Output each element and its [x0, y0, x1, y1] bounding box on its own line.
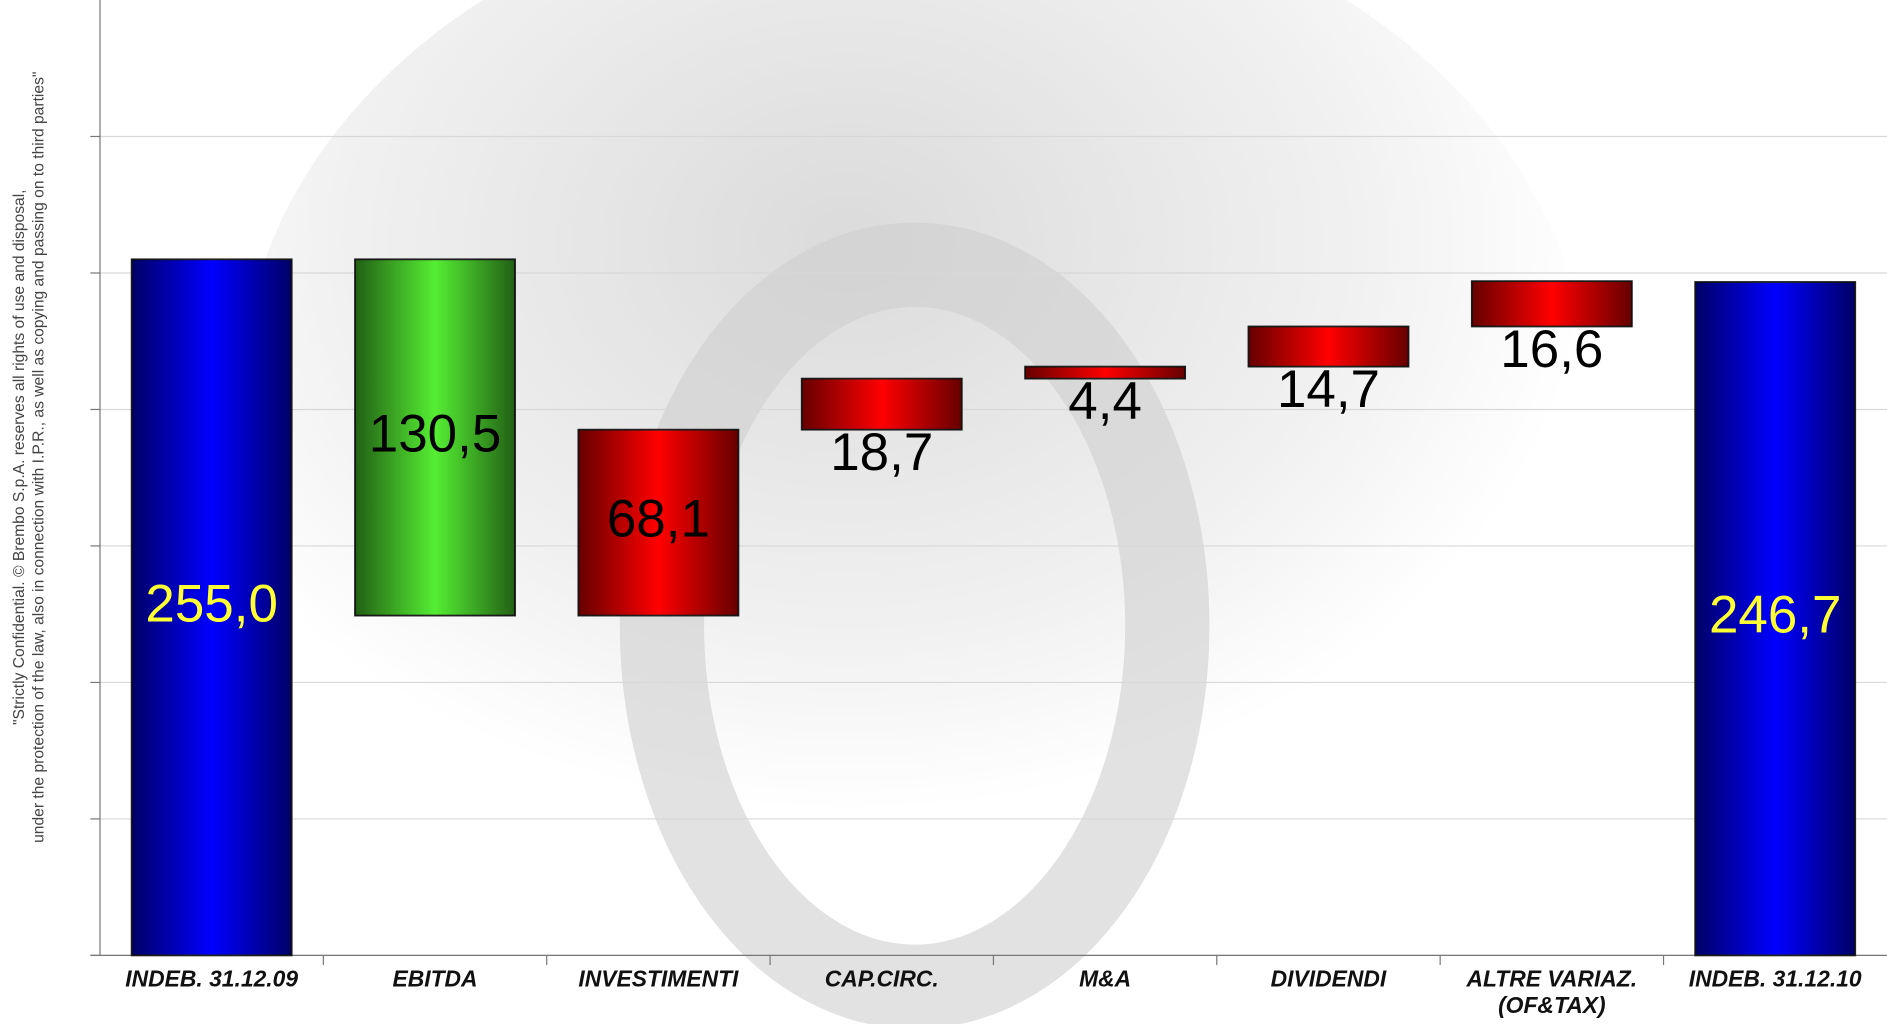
value-label: 246,7 — [1709, 586, 1841, 645]
x-tick-label: INDEB. 31.12.09 — [100, 967, 323, 993]
value-label: 16,6 — [1500, 320, 1603, 379]
value-label: 255,0 — [145, 574, 277, 633]
x-tick-label: EBITDA — [323, 967, 546, 993]
value-label: 18,7 — [830, 423, 933, 482]
chart: "Strictly Confidential. © Brembo S.p.A. … — [0, 0, 1887, 1024]
confidential-note: under the protection of the law, also in… — [30, 72, 47, 843]
x-tick-label: M&A — [993, 967, 1216, 993]
confidential-note: "Strictly Confidential. © Brembo S.p.A. … — [11, 189, 28, 725]
value-label: 68,1 — [607, 490, 710, 549]
x-tick-label: ALTRE VARIAZ. (OF&TAX) — [1440, 967, 1663, 1020]
x-tick-label: CAP.CIRC. — [770, 967, 993, 993]
x-tick-label: INDEB. 31.12.10 — [1664, 967, 1887, 993]
value-label: 4,4 — [1068, 372, 1142, 431]
value-label: 130,5 — [369, 404, 501, 463]
bar-shade — [802, 379, 962, 430]
x-tick-label: INVESTIMENTI — [547, 967, 770, 993]
value-label: 14,7 — [1277, 360, 1380, 419]
x-tick-label: DIVIDENDI — [1217, 967, 1440, 993]
